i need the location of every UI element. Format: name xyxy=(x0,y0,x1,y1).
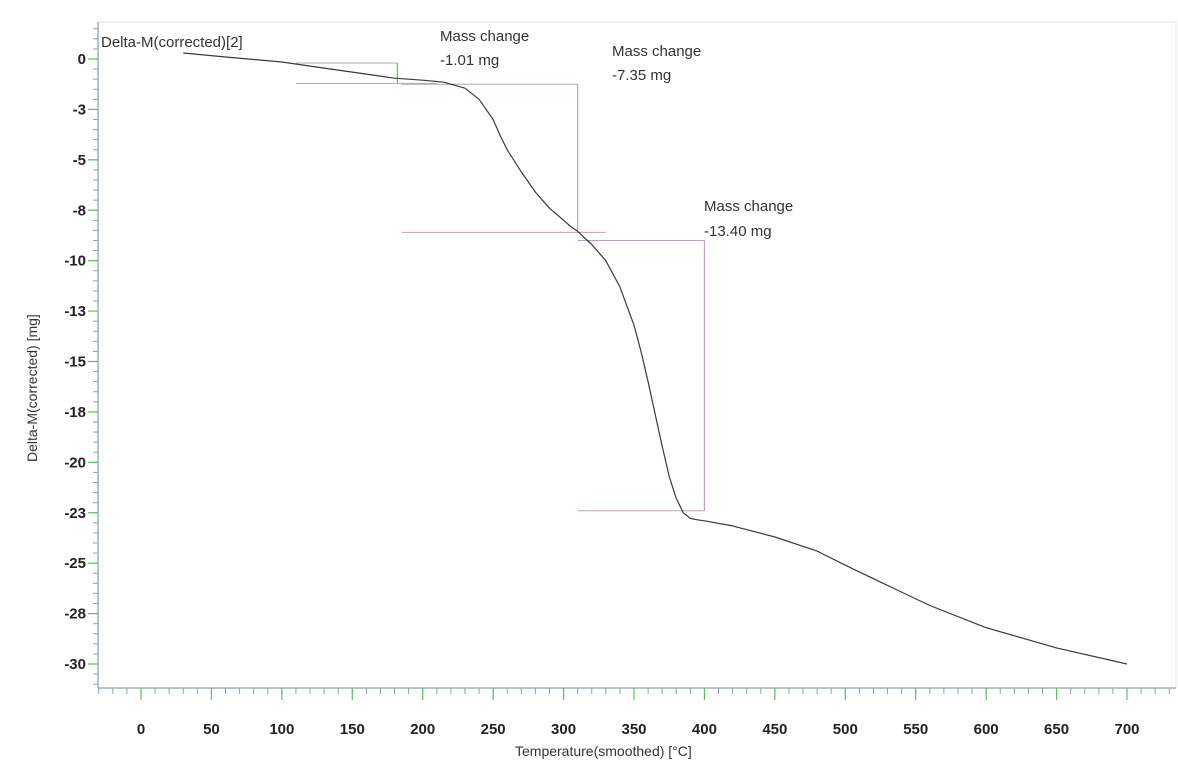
y-tick-label: -25 xyxy=(64,555,86,572)
y-tick-label: -5 xyxy=(73,152,86,169)
x-tick-label: 300 xyxy=(551,721,576,738)
series-label: Delta-M(corrected)[2] xyxy=(101,34,243,51)
y-tick-label: -28 xyxy=(64,606,86,623)
x-tick-label: 150 xyxy=(340,721,365,738)
x-tick-label: 550 xyxy=(903,721,928,738)
x-tick-label: 700 xyxy=(1114,721,1139,738)
y-tick-label: -20 xyxy=(64,454,86,471)
labels-layer: Delta-M(corrected)[2] Temperature(smooth… xyxy=(24,28,793,759)
series-line-1 xyxy=(183,52,1128,665)
y-tick-label: -13 xyxy=(64,303,86,320)
axes-layer: 0 50 100 150 200 250 300 350 400 450 500 550 600 650 7… xyxy=(64,22,1176,738)
annotation-1-value: -1.01 mg xyxy=(440,52,499,69)
x-tick-label: 350 xyxy=(621,721,646,738)
chart-frame xyxy=(97,21,1177,689)
y-tick-label: -18 xyxy=(64,404,86,421)
curve-layer xyxy=(183,52,1128,665)
y-tick-label: -23 xyxy=(64,505,86,522)
y-axis-title: Delta-M(corrected) [mg] xyxy=(24,314,40,462)
y-tick-label: -8 xyxy=(73,202,86,219)
x-tick-label: 250 xyxy=(481,721,506,738)
y-tick-label: -15 xyxy=(64,354,86,371)
y-tick-label: 0 xyxy=(78,51,86,68)
x-tick-label: 500 xyxy=(833,721,858,738)
x-tick-label: 600 xyxy=(974,721,999,738)
x-tick-label: 200 xyxy=(410,721,435,738)
annotation-lines-layer xyxy=(295,62,706,512)
annotation-2-label: Mass change xyxy=(612,43,701,60)
annotation-3-value: -13.40 mg xyxy=(704,223,772,240)
x-tick-label: 450 xyxy=(762,721,787,738)
annotation-3-label: Mass change xyxy=(704,198,793,215)
y-tick-label: -3 xyxy=(73,101,86,118)
annotation-2-value: -7.35 mg xyxy=(612,67,671,84)
x-tick-label: 400 xyxy=(692,721,717,738)
x-tick-label: 0 xyxy=(137,721,145,738)
x-tick-label: 50 xyxy=(203,721,220,738)
x-tick-label: 100 xyxy=(269,721,294,738)
y-tick-label: -10 xyxy=(64,253,86,270)
annotation-1-label: Mass change xyxy=(440,28,529,45)
y-tick-label: -30 xyxy=(64,656,86,673)
x-axis-title: Temperature(smoothed) [°C] xyxy=(515,743,692,759)
x-tick-label: 650 xyxy=(1044,721,1069,738)
